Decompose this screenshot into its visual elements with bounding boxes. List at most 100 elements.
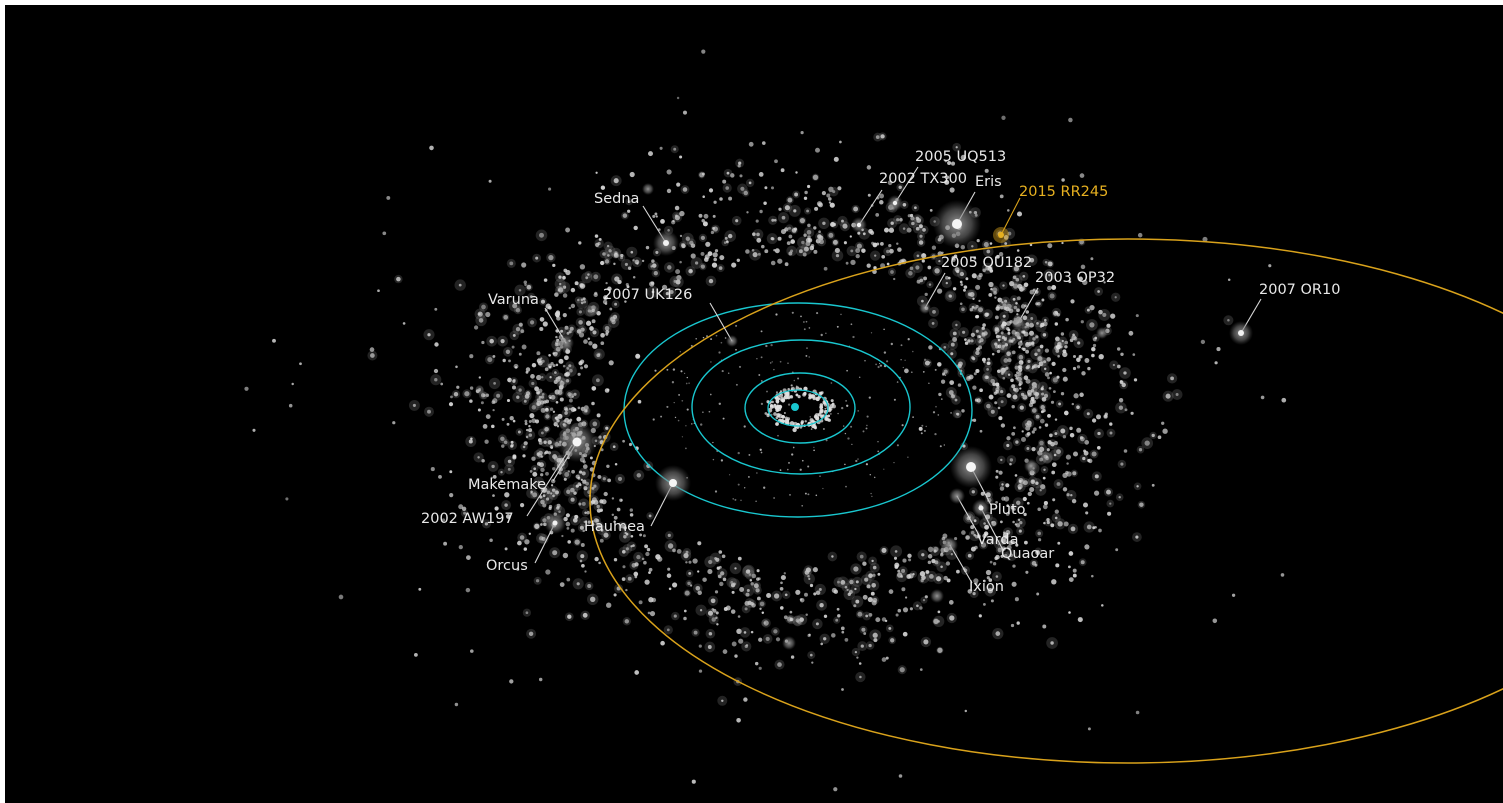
belt-particle [478,376,481,379]
belt-particle [1009,462,1012,466]
belt-particle [1042,333,1047,337]
belt-particle [705,628,716,639]
belt-particle [542,425,551,434]
belt-particle [552,454,558,460]
belt-particle [548,187,552,191]
belt-particle [632,276,636,279]
belt-particle [888,227,895,233]
belt-particle [1020,340,1023,343]
belt-particle [902,558,907,563]
belt-particle [535,448,546,458]
belt-particle [852,576,863,588]
belt-particle [998,480,1007,489]
belt-particle [881,254,886,259]
belt-particle [591,374,604,387]
belt-particle [831,555,834,558]
belt-particle [739,627,751,638]
belt-particle [968,302,978,312]
belt-particle [1053,390,1056,393]
belt-particle [396,276,401,282]
belt-particle [1001,483,1004,486]
belt-particle [947,160,952,166]
belt-particle [1103,487,1114,497]
belt-particle [506,422,510,426]
belt-particle [883,351,887,354]
belt-particle [955,146,958,149]
belt-particle [570,303,576,309]
belt-particle [795,171,798,174]
belt-particle [500,339,505,344]
belt-particle [787,197,793,203]
belt-particle [1133,482,1142,491]
belt-particle [481,519,491,529]
belt-particle [830,399,834,403]
belt-particle [835,253,840,258]
belt-particle [901,587,906,592]
belt-particle [695,604,707,616]
belt-particle [497,335,508,347]
belt-particle [530,490,533,494]
belt-particle [865,570,876,581]
belt-particle [637,399,642,404]
belt-particle [528,420,532,423]
belt-particle [1098,528,1102,533]
belt-particle [1016,308,1020,313]
belt-particle [631,256,643,268]
belt-particle [1149,431,1157,440]
belt-particle [468,439,473,444]
belt-particle [567,324,576,333]
belt-particle [455,365,458,369]
belt-particle [976,239,980,243]
belt-particle [804,592,808,597]
belt-particle [771,405,775,409]
belt-particle [1025,357,1033,365]
belt-particle [490,476,493,479]
belt-particle [695,338,697,340]
belt-particle [1001,372,1004,375]
belt-particle [1116,347,1121,351]
belt-particle [570,287,576,293]
belt-particle [534,386,539,392]
belt-particle [722,417,725,420]
belt-particle [972,385,977,390]
belt-particle [591,305,596,310]
belt-particle [530,490,539,500]
belt-particle [994,342,998,346]
belt-particle [1080,320,1084,324]
belt-particle [796,619,799,623]
belt-particle [603,250,613,260]
belt-particle [1212,618,1218,624]
belt-particle [693,630,698,635]
belt-particle [837,412,839,415]
belt-particle [983,360,986,364]
belt-particle [958,327,969,338]
belt-particle [970,339,974,343]
belt-particle [507,467,511,471]
belt-particle [907,553,912,558]
belt-particle [1040,364,1050,374]
belt-particle [686,376,688,379]
belt-particle [809,245,815,251]
belt-particle [590,499,596,505]
belt-particle [721,699,724,703]
belt-particle [698,233,708,243]
belt-particle [553,379,558,385]
belt-particle [608,249,612,253]
belt-particle [737,451,740,455]
belt-particle [509,416,514,421]
belt-particle [566,489,571,494]
object-quaoar [978,505,984,511]
belt-particle [962,444,966,448]
belt-particle [801,459,804,462]
belt-particle [817,234,822,239]
belt-particle [1010,295,1019,304]
belt-particle [871,495,873,498]
belt-particle [983,490,993,500]
belt-particle [828,232,834,238]
belt-particle [945,275,949,280]
belt-particle [983,603,986,606]
belt-particle [713,200,717,204]
belt-particle [535,256,539,260]
belt-particle [1068,117,1073,123]
belt-particle [596,508,601,513]
